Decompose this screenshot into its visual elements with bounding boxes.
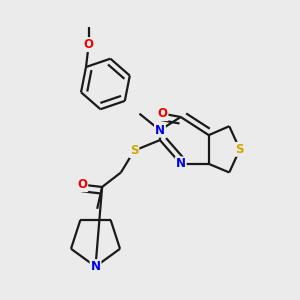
Text: N: N	[176, 158, 186, 170]
Text: O: O	[77, 178, 87, 191]
Text: O: O	[84, 38, 94, 51]
Text: N: N	[155, 124, 165, 137]
Text: S: S	[236, 143, 244, 156]
Text: S: S	[130, 144, 138, 157]
Text: N: N	[91, 260, 100, 273]
Text: O: O	[158, 107, 167, 120]
